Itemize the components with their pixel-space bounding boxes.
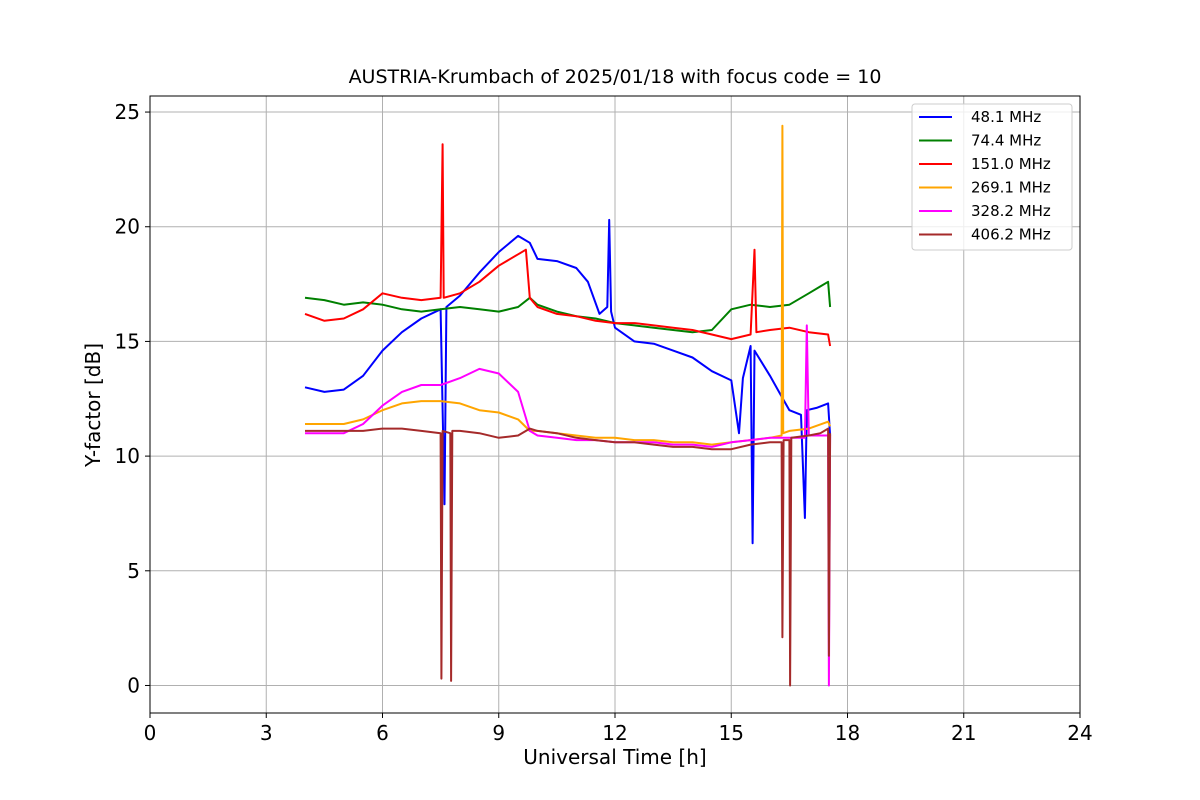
x-tick-label: 0 <box>144 721 157 745</box>
y-tick-label: 5 <box>127 559 140 583</box>
legend-label: 328.2 MHz <box>971 202 1051 220</box>
x-tick-label: 3 <box>260 721 273 745</box>
y-tick-label: 25 <box>115 100 140 124</box>
series-line-48-1-mhz <box>304 218 832 545</box>
x-tick-label: 12 <box>602 721 627 745</box>
x-tick-label: 21 <box>951 721 976 745</box>
chart-title: AUSTRIA-Krumbach of 2025/01/18 with focu… <box>348 66 882 88</box>
x-tick-label: 18 <box>835 721 860 745</box>
y-tick-label: 15 <box>115 329 140 353</box>
legend-label: 74.4 MHz <box>971 132 1041 150</box>
x-axis-label: Universal Time [h] <box>523 745 707 769</box>
legend-label: 269.1 MHz <box>971 179 1051 197</box>
series-line-269-1-mhz <box>305 124 832 446</box>
x-tick-label: 9 <box>492 721 505 745</box>
x-tick-label: 15 <box>719 721 744 745</box>
y-tick-label: 20 <box>115 215 140 239</box>
x-tick-label: 6 <box>376 721 389 745</box>
x-tick-label: 24 <box>1067 721 1092 745</box>
axis-ticks: 0 3 6 9 12 15 18 21 24 0 5 10 15 20 25 <box>115 100 1093 745</box>
y-tick-label: 10 <box>115 444 140 468</box>
series-layer <box>304 124 832 687</box>
legend-label: 151.0 MHz <box>971 155 1051 173</box>
legend-label: 48.1 MHz <box>971 108 1041 126</box>
series-line-151-0-mhz <box>304 143 832 347</box>
series-line-406-2-mhz <box>305 427 832 687</box>
legend: 48.1 MHz 74.4 MHz 151.0 MHz 269.1 MHz 328.2 … <box>911 103 1073 251</box>
y-tick-label: 0 <box>127 673 140 697</box>
legend-label: 406.2 MHz <box>971 226 1051 244</box>
